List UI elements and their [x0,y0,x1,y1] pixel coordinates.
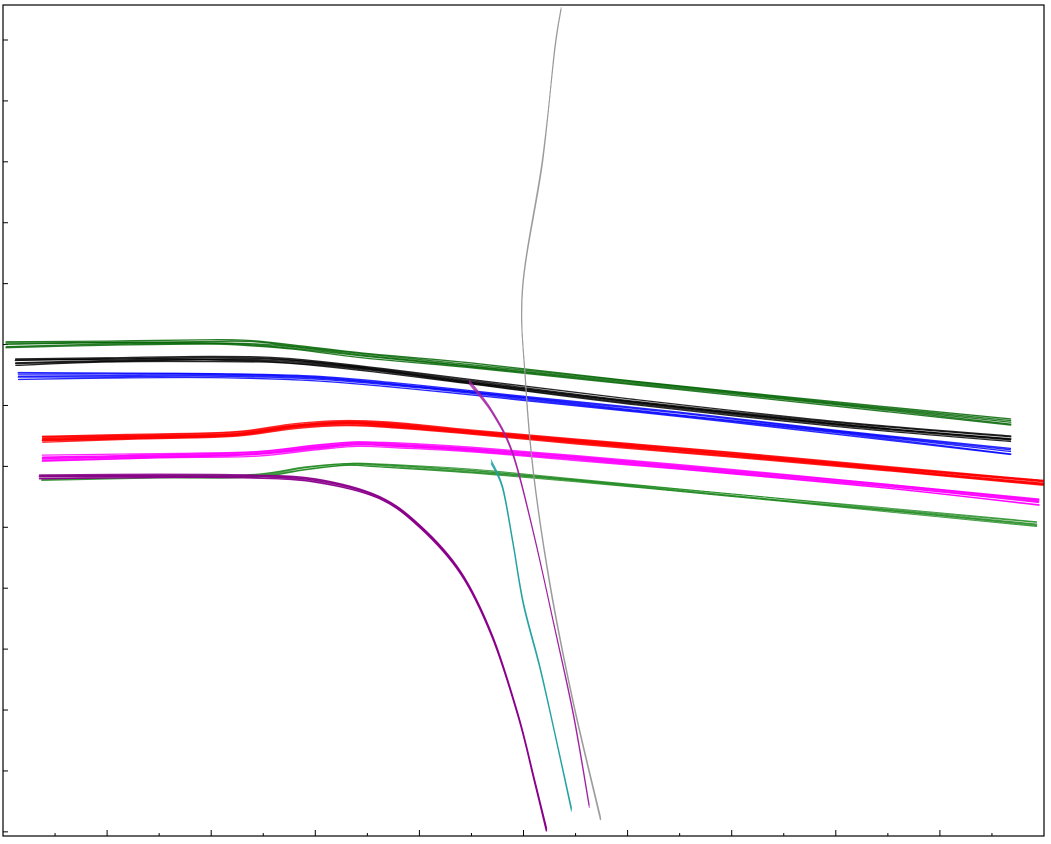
trajectory-line [5,341,1012,423]
series-teal-crossing [490,459,573,812]
trajectory-line [5,342,1012,425]
series-gray-crossing [520,7,602,821]
trajectory-line [38,475,548,831]
trajectory-line [5,340,1012,422]
trajectory-line [39,474,548,830]
trajectory-line [521,8,602,820]
trajectory-line [15,360,1012,443]
trajectory-line [41,442,1040,502]
series-violet-crossing [468,379,590,809]
series-layer [5,7,1044,832]
trajectory-line [14,356,1012,438]
y-axis-ticks [3,39,8,833]
trajectory-line [14,359,1012,441]
series-dark-green-lane [5,339,1012,426]
trajectory-line [41,442,1040,501]
trajectory-line [38,474,547,829]
trajectory-line [41,445,1040,506]
series-black-lane [14,355,1012,443]
trajectory-line [39,476,548,832]
trajectory-line [38,473,547,828]
trajectory-line [17,375,1012,455]
plot-frame [2,4,1045,837]
x-axis-ticks [2,830,1045,836]
trajectory-line [521,7,601,817]
trajectory-line [38,475,547,830]
trajectory-line [520,9,602,821]
series-red-lane [41,419,1044,486]
trajectory-line [15,355,1012,437]
trajectory-line [469,381,590,806]
trajectory-line [38,477,547,832]
trajectory-line [468,382,590,806]
series-purple-turn [38,473,548,832]
trajectory-line [5,339,1012,420]
trajectory-line [42,425,1044,486]
trajectory-line [490,463,572,812]
trajectory-line [468,383,590,809]
trajectory-line [521,10,601,821]
series-blue-lane [17,371,1012,456]
series-magenta-lane [41,441,1040,506]
trajectory-line [38,476,547,832]
trajectory-line [17,376,1012,456]
trajectory-line [17,374,1012,453]
trajectory-line [5,343,1012,426]
trajectory-line [39,474,547,829]
